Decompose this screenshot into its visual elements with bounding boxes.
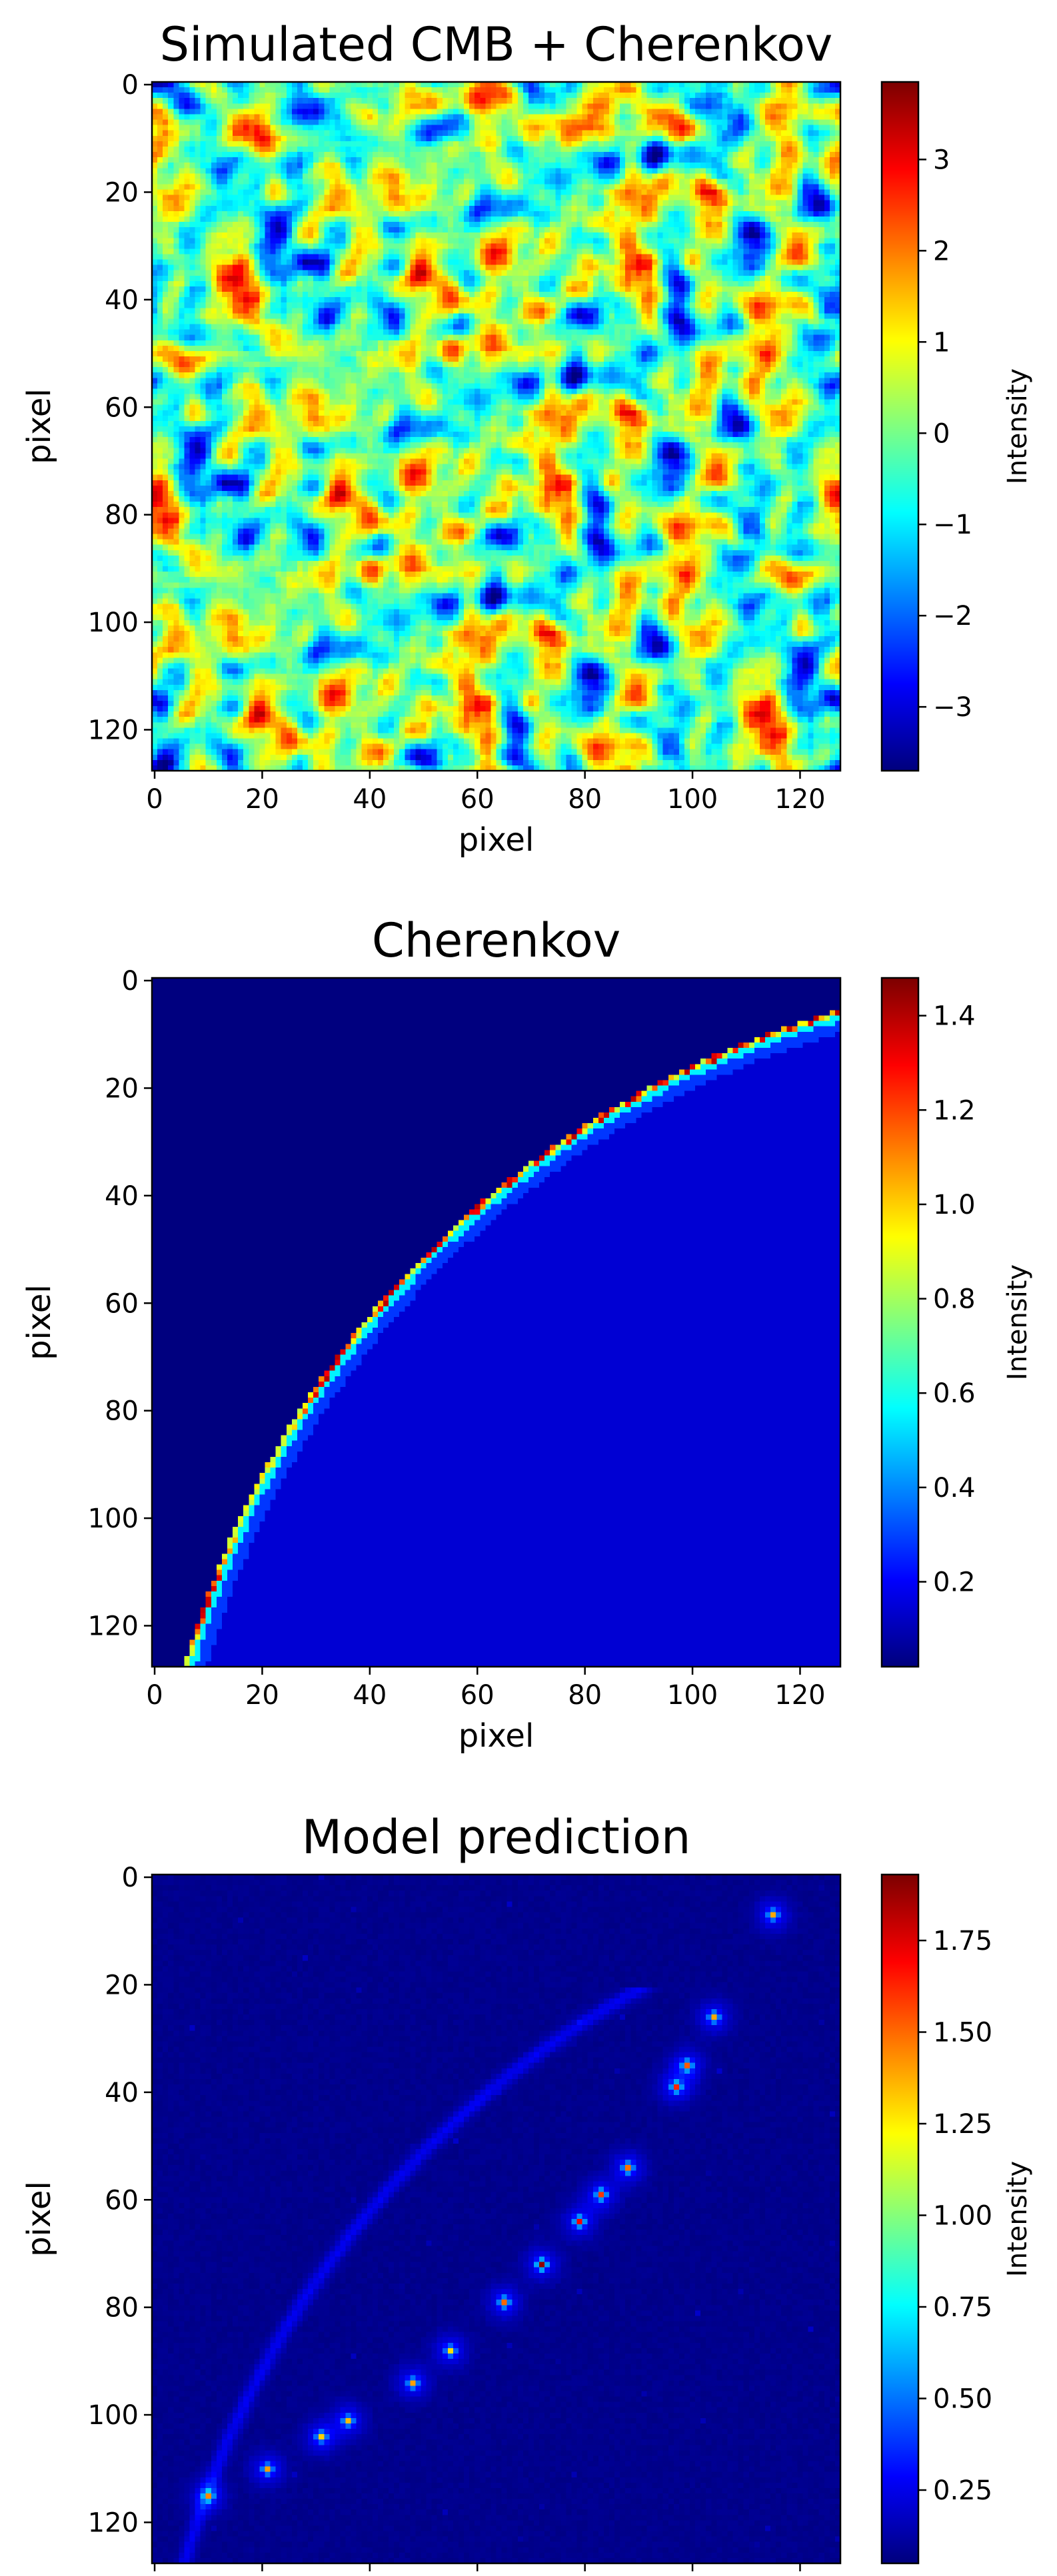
cherenkov-colorbar-frame: [880, 977, 920, 1668]
colorbar-tick-label: 0.25: [933, 2475, 992, 2506]
prediction-frame: [151, 1873, 842, 2565]
cherenkov-ylabel: pixel: [21, 1284, 58, 1360]
colorbar-tick-label: 1.0: [933, 1190, 976, 1220]
y-tick-label: 80: [105, 1396, 139, 1427]
colorbar-tick-label: 0.50: [933, 2384, 992, 2415]
x-tick-label: 60: [461, 784, 495, 815]
x-tick-label: 40: [353, 1680, 387, 1711]
colorbar-tick-label: 0.6: [933, 1378, 976, 1409]
x-tick-label: 40: [353, 784, 387, 815]
x-tick-label: 60: [461, 1680, 495, 1711]
colorbar-tick-label: 2: [933, 236, 950, 266]
cherenkov-xlabel: pixel: [459, 1717, 534, 1755]
y-tick-label: 20: [105, 177, 139, 208]
y-tick-label: 40: [105, 2078, 139, 2108]
cmb-colorbar-label: Intensity: [1002, 368, 1033, 484]
x-tick-label: 100: [667, 1680, 718, 1711]
cherenkov-frame: [151, 977, 842, 1668]
prediction-title: Model prediction: [302, 1810, 691, 1865]
y-tick-label: 0: [122, 1863, 139, 1893]
colorbar-tick-label: 1.75: [933, 1926, 992, 1956]
y-tick-label: 0: [122, 70, 139, 101]
x-tick-label: 20: [245, 1680, 279, 1711]
prediction-colorbar: [882, 1875, 918, 2563]
colorbar-tick-label: 1.2: [933, 1095, 976, 1126]
colorbar-tick-label: 0.8: [933, 1284, 976, 1315]
prediction-ylabel: pixel: [21, 2181, 58, 2257]
colorbar-tick-label: 3: [933, 145, 950, 175]
cherenkov-colorbar: [882, 978, 918, 1667]
y-tick-label: 120: [88, 715, 139, 745]
colorbar-tick-label: 0.2: [933, 1567, 976, 1598]
x-tick-label: 0: [146, 1680, 163, 1711]
y-tick-label: 60: [105, 392, 139, 423]
colorbar-tick-label: 0: [933, 418, 950, 449]
colorbar-tick-label: 1: [933, 327, 950, 358]
cmb-ylabel: pixel: [21, 388, 58, 464]
y-tick-label: 20: [105, 1970, 139, 2000]
y-tick-label: 60: [105, 1288, 139, 1319]
x-tick-label: 20: [245, 784, 279, 815]
colorbar-tick-label: 1.25: [933, 2109, 992, 2140]
cherenkov-title: Cherenkov: [372, 913, 620, 968]
colorbar-tick-label: 0.75: [933, 2292, 992, 2323]
cmb-title: Simulated CMB + Cherenkov: [160, 17, 833, 72]
prediction-colorbar-frame: [880, 1873, 920, 2565]
cherenkov-colorbar-label: Intensity: [1002, 1264, 1033, 1380]
y-tick-label: 100: [88, 2400, 139, 2431]
y-tick-label: 40: [105, 1181, 139, 1212]
y-tick-label: 0: [122, 966, 139, 997]
y-tick-label: 100: [88, 608, 139, 638]
y-tick-label: 80: [105, 2293, 139, 2324]
cmb-colorbar: [882, 82, 918, 771]
y-tick-label: 40: [105, 285, 139, 316]
y-tick-label: 120: [88, 2507, 139, 2538]
x-tick-label: 120: [774, 784, 825, 815]
cmb-xlabel: pixel: [459, 821, 534, 859]
x-tick-label: 80: [568, 784, 602, 815]
colorbar-tick-label: −1: [933, 510, 972, 540]
cmb-colorbar-frame: [880, 81, 920, 772]
y-tick-label: 120: [88, 1611, 139, 1641]
cherenkov-panel: Cherenkov 0 20 40 60 80 100 120 0 20 40 60 80 100 120 p…: [21, 913, 1033, 1755]
prediction-panel: Model prediction020406080100120020406080…: [21, 1810, 1033, 2571]
colorbar-tick-label: 1.50: [933, 2018, 992, 2048]
cmb-heatmap: [152, 82, 840, 771]
colorbar-tick-label: 1.4: [933, 1001, 976, 1032]
colorbar-tick-label: −3: [933, 692, 972, 723]
colorbar-tick-label: −2: [933, 601, 972, 632]
y-tick-label: 60: [105, 2185, 139, 2216]
x-tick-label: 100: [667, 784, 718, 815]
y-tick-label: 100: [88, 1503, 139, 1534]
prediction-heatmap: [152, 1875, 840, 2563]
y-tick-label: 20: [105, 1073, 139, 1104]
cherenkov-heatmap: [152, 978, 840, 1667]
y-tick-label: 80: [105, 500, 139, 531]
colorbar-tick-label: 0.4: [933, 1473, 976, 1503]
prediction-colorbar-label: Intensity: [1002, 2161, 1033, 2277]
cmb-frame: [151, 81, 842, 772]
x-tick-label: 0: [146, 784, 163, 815]
colorbar-tick-label: 1.00: [933, 2201, 992, 2232]
x-tick-label: 80: [568, 1680, 602, 1711]
x-tick-label: 120: [774, 1680, 825, 1711]
